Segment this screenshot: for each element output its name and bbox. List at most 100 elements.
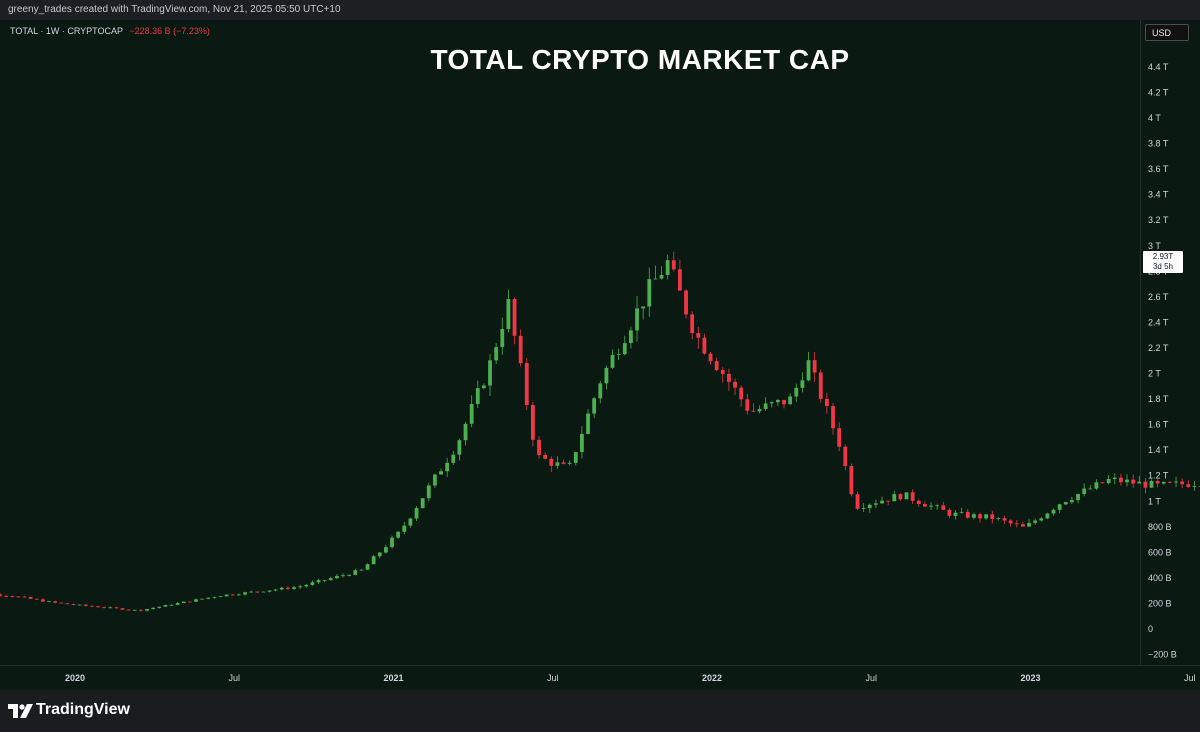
candle-body [377,552,382,557]
candle-body [1143,481,1148,488]
candle-body [708,353,713,362]
candle-body [1149,480,1154,488]
candle-body [249,591,254,593]
candle-body [59,602,64,604]
candle-body [371,556,376,565]
legend-change: −228.36 B (−7.23%) [129,26,210,36]
candle-body [996,518,1001,520]
candle-body [616,354,621,356]
candle-body [279,587,284,590]
candle-body [273,589,278,591]
y-tick-label: 800 B [1148,522,1172,532]
candle-body [849,466,854,495]
chart-credit: greeny_trades created with TradingView.c… [8,4,341,15]
y-tick-label: 4 T [1148,113,1161,123]
candle-body [880,500,884,504]
x-tick-label: 2022 [702,673,722,683]
candle-body [188,601,192,603]
candle-body [261,591,266,593]
candle-body [788,396,793,405]
candle-body [408,518,413,526]
candle-body [573,452,578,463]
candle-body [941,505,946,510]
candle-body [390,537,394,548]
y-tick-label: 4.4 T [1148,62,1169,72]
candle-body [1076,494,1080,501]
candle-body [855,494,860,509]
candle-body [580,433,584,453]
candle-body [426,485,431,499]
legend-symbol[interactable]: TOTAL · 1W · CRYPTOCAP [10,26,123,36]
candle-body [843,446,848,467]
candle-body [959,511,964,513]
candle-body [328,578,333,581]
y-tick-label: 2.6 T [1148,292,1169,302]
currency-button[interactable]: USD [1145,24,1189,41]
y-tick-label: 2 T [1148,369,1161,379]
y-tick-label: 3.2 T [1148,215,1169,225]
candle-body [1106,479,1111,484]
candle-body [396,531,401,538]
candle-body [365,564,370,570]
candle-body [739,387,744,400]
candle-body [316,580,321,583]
candle-body [65,603,70,605]
candle-body [978,514,982,519]
candle-body [947,509,952,516]
tradingview-logo-icon[interactable] [8,702,34,720]
y-tick-label: 2.4 T [1148,317,1169,327]
bottom-bar [0,690,1200,732]
candle-body [702,337,707,354]
candle-body [4,595,9,597]
x-tick-label: 2021 [383,673,403,683]
x-tick-label: 2020 [65,673,85,683]
candle-body [359,569,364,571]
candle-body [114,607,119,609]
candle-body [531,404,535,440]
x-tick-label: Jul [547,673,559,683]
candlestick-chart[interactable]: −200 B 0 200 B 400 B 600 B 800 B 1 T 1.2 T 1.4 T… [0,20,1200,690]
chart-panel[interactable] [0,20,1200,690]
candle-body [90,605,94,607]
candle-body [1008,520,1013,524]
candle-body [310,582,315,585]
candle-body [1168,481,1172,483]
candle-body [1021,524,1025,527]
candle-body [1027,522,1031,527]
candle-body [720,370,725,374]
candle-body [825,398,829,407]
y-tick-label: 4.2 T [1148,87,1169,97]
candle-body [659,274,664,279]
tradingview-brand[interactable]: TradingView [36,701,130,718]
candle-body [1057,504,1062,510]
candle-body [108,607,113,609]
candle-body [1002,518,1007,521]
candle-body [757,408,762,412]
candle-body [690,314,695,334]
candle-body [71,604,76,606]
candle-body [800,380,805,388]
candle-body [671,260,676,270]
candle-body [665,260,670,275]
x-tick-label: Jul [228,673,240,683]
candle-body [512,299,517,336]
candle-body [175,603,180,605]
candle-body [629,330,633,344]
candle-body [212,597,217,598]
candle-body [475,388,480,404]
candle-body [298,586,303,588]
candle-body [1155,480,1160,484]
candle-body [886,500,891,502]
candle-body [126,609,131,611]
candle-body [567,462,572,464]
symbol-legend[interactable]: TOTAL · 1W · CRYPTOCAP −228.36 B (−7.23%… [10,26,210,36]
y-tick-label: 1.2 T [1148,471,1169,481]
candle-body [255,591,260,593]
candle-body [0,594,2,596]
candle-body [169,604,174,606]
candle-body [861,507,866,509]
candle-body [22,596,27,598]
candle-body [1198,486,1200,487]
candle-body [1174,481,1178,483]
candle-body [286,587,290,589]
